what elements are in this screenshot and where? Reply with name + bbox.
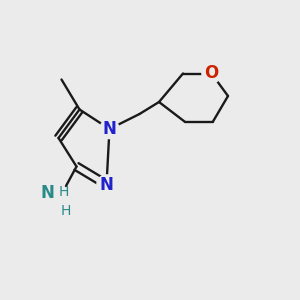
Text: H: H: [59, 185, 69, 199]
Circle shape: [40, 182, 64, 206]
Text: N: N: [103, 120, 116, 138]
Text: N: N: [40, 184, 54, 202]
Circle shape: [100, 119, 119, 139]
Text: O: O: [204, 64, 219, 82]
Circle shape: [97, 175, 116, 194]
Circle shape: [202, 64, 221, 83]
Text: N: N: [100, 176, 113, 194]
Text: H: H: [60, 204, 70, 218]
